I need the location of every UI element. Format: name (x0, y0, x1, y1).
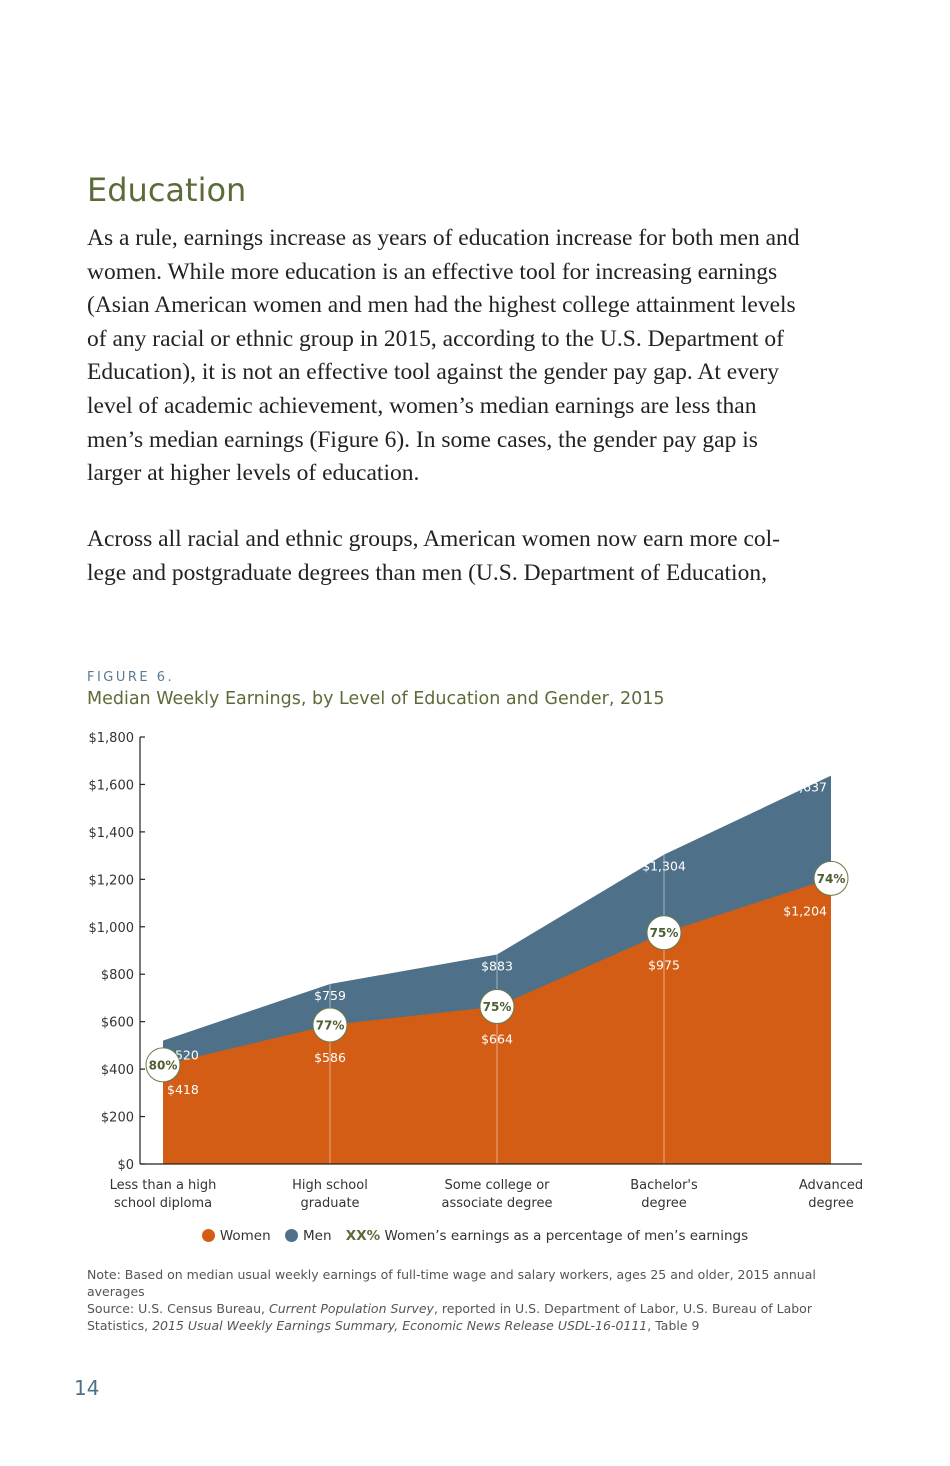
x-tick-label: associate degree (442, 1196, 553, 1211)
y-tick-label: $1,400 (89, 826, 135, 841)
source-text: Source: U.S. Census Bureau, Current Popu… (87, 1300, 827, 1334)
text-line: lege and postgraduate degrees than men (… (87, 559, 767, 586)
y-tick-label: $1,000 (89, 921, 135, 936)
x-tick-label: Advanced (799, 1178, 863, 1193)
legend-ratio: XX% Women’s earnings as a percentage of … (346, 1228, 748, 1244)
text-line: level of academic achievement, women’s m… (87, 392, 757, 419)
legend-men-label: Men (302, 1228, 332, 1244)
legend-ratio-key: XX% (345, 1228, 381, 1244)
page-number: 14 (74, 1376, 100, 1400)
text-line: men’s median earnings (Figure 6). In som… (87, 426, 758, 453)
body-paragraph-2: Across all racial and ethnic groups, Ame… (87, 523, 780, 590)
x-tick-label: Some college or (444, 1178, 550, 1193)
source-suffix: , Table 9 (647, 1318, 700, 1333)
source-title-1: Current Population Survey (268, 1301, 434, 1316)
women-data-label: $418 (167, 1082, 199, 1097)
source-mid: , reported in U.S. Department of Labor, … (87, 1301, 812, 1333)
note-text: Note: Based on median usual weekly earni… (87, 1267, 816, 1299)
y-tick-label: $200 (101, 1111, 134, 1126)
men-data-label: $1,637 (783, 780, 827, 795)
chart-legend: Women Men XX% Women’s earnings as a perc… (0, 1228, 950, 1244)
x-tick-label: degree (641, 1196, 687, 1211)
ratio-badge (145, 1047, 181, 1083)
x-tick-label: degree (808, 1196, 854, 1211)
x-tick-label: graduate (300, 1196, 359, 1211)
figure-notes: Note: Based on median usual weekly earni… (87, 1266, 827, 1334)
text-line: (Asian American women and men had the hi… (87, 292, 796, 319)
text-line: of any racial or ethnic group in 2015, a… (87, 325, 784, 352)
y-tick-label: $1,200 (89, 873, 135, 888)
source-prefix: Source: U.S. Census Bureau, (87, 1301, 269, 1316)
men-swatch-icon (284, 1229, 298, 1242)
ratio-badge (646, 915, 682, 951)
text-line: Education), it is not an effective tool … (87, 359, 779, 386)
y-tick-label: $0 (117, 1158, 134, 1173)
y-tick-label: $800 (101, 968, 134, 983)
women-data-label: $975 (648, 958, 680, 973)
ratio-badge (479, 988, 515, 1024)
body-paragraph-1: As a rule, earnings increase as years of… (87, 222, 800, 491)
y-tick-label: $600 (101, 1016, 134, 1031)
men-data-label: $1,304 (642, 859, 686, 874)
women-swatch-icon (201, 1229, 215, 1242)
y-tick-label: $400 (101, 1063, 134, 1078)
women-data-label: $1,204 (783, 903, 827, 918)
x-tick-label: Less than a high (110, 1178, 217, 1193)
y-tick-label: $1,600 (89, 778, 135, 793)
ratio-label: 75% (650, 926, 679, 940)
ratio-badge (312, 1007, 348, 1043)
ratio-label: 74% (817, 872, 846, 886)
legend-women: Women (201, 1228, 271, 1244)
legend-ratio-label: Women’s earnings as a percentage of men’… (384, 1228, 749, 1244)
section-heading: Education (87, 171, 247, 209)
x-tick-label: High school (292, 1178, 368, 1193)
ratio-label: 77% (316, 1018, 345, 1032)
text-line: larger at higher levels of education. (87, 460, 420, 487)
figure-title: Median Weekly Earnings, by Level of Educ… (87, 689, 665, 709)
legend-men: Men (284, 1228, 332, 1244)
text-line: Across all racial and ethnic groups, Ame… (87, 526, 781, 552)
text-line: As a rule, earnings increase as years of… (87, 225, 800, 251)
x-tick-label: school diploma (114, 1196, 212, 1211)
women-data-label: $586 (314, 1050, 346, 1065)
figure-label: FIGURE 6. (87, 670, 175, 685)
legend-women-label: Women (219, 1228, 271, 1244)
y-tick-label: $1,800 (89, 731, 135, 746)
ratio-badge (813, 860, 849, 896)
men-data-label: $759 (314, 988, 346, 1003)
source-title-2: 2015 Usual Weekly Earnings Summary, Econ… (152, 1318, 648, 1333)
ratio-label: 80% (149, 1058, 178, 1072)
earnings-area-chart: $0 $200 $400 $600 $800 $1,000 $1,200 $1,400 $1,6… (89, 731, 864, 1211)
text-line: women. While more education is an effect… (87, 258, 778, 285)
men-data-label: $883 (481, 959, 513, 974)
women-data-label: $664 (481, 1031, 513, 1046)
x-tick-label: Bachelor's (630, 1178, 698, 1193)
ratio-label: 75% (483, 1000, 512, 1014)
